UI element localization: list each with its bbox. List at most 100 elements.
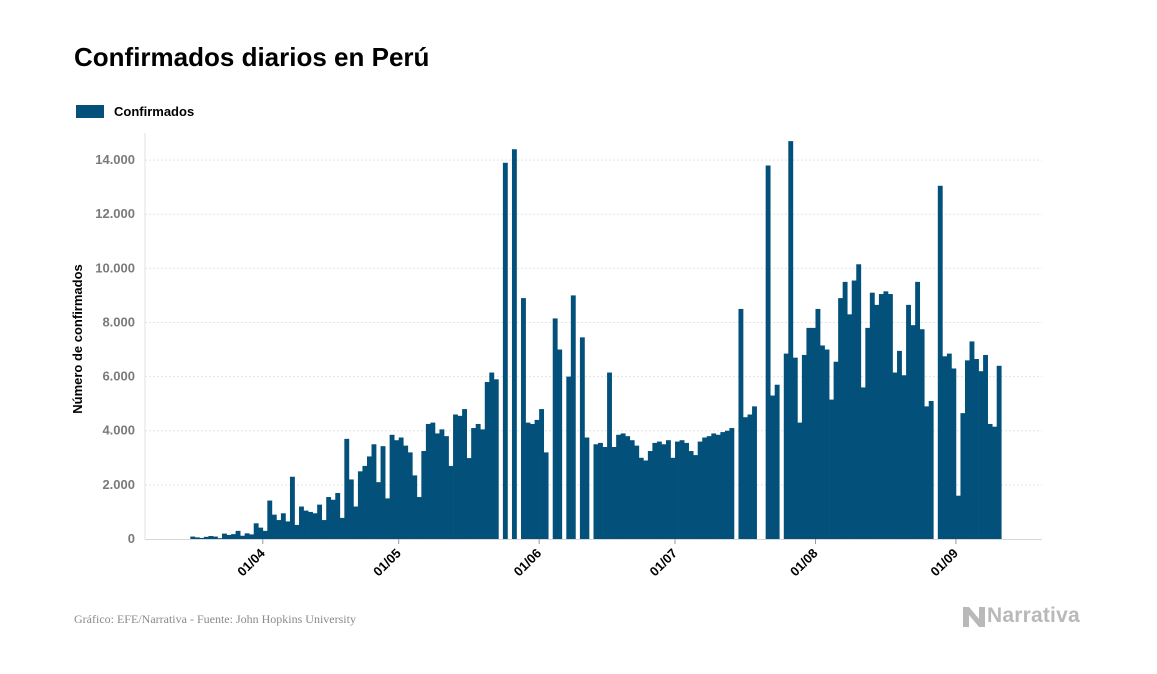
- bar: [729, 428, 735, 539]
- bar: [824, 349, 830, 539]
- bar: [906, 304, 911, 539]
- bar: [267, 500, 273, 539]
- bar: [656, 441, 662, 539]
- y-axis-title: Número de confirmados: [70, 264, 85, 414]
- bar: [665, 440, 671, 539]
- bar: [602, 446, 608, 539]
- bar: [525, 422, 531, 539]
- bar: [235, 530, 241, 539]
- bar: [371, 444, 377, 539]
- bar: [820, 345, 825, 539]
- bar: [833, 361, 839, 539]
- bar: [226, 534, 232, 539]
- bar: [693, 455, 699, 539]
- bar: [851, 280, 857, 539]
- y-tick-label: 2.000: [102, 477, 135, 492]
- bar: [625, 436, 631, 539]
- bar: [457, 415, 463, 539]
- legend-label: Confirmados: [114, 104, 195, 119]
- bar: [860, 387, 866, 539]
- bar: [534, 419, 540, 539]
- bar: [647, 451, 653, 539]
- bar: [996, 365, 1002, 539]
- bar: [797, 422, 803, 539]
- bar: [738, 308, 744, 539]
- bar: [919, 329, 925, 539]
- bar: [987, 423, 993, 539]
- bar: [788, 141, 794, 539]
- bar: [412, 475, 418, 539]
- bar: [661, 444, 667, 539]
- bar: [964, 360, 970, 539]
- bar: [403, 445, 409, 539]
- bar: [394, 440, 400, 539]
- bar: [398, 437, 404, 539]
- bar: [829, 399, 834, 539]
- bar: [951, 368, 957, 539]
- bar: [471, 428, 477, 539]
- bar: [869, 292, 875, 539]
- bar: [366, 456, 372, 539]
- bar: [711, 433, 717, 539]
- bar: [453, 414, 458, 539]
- bar: [434, 433, 440, 539]
- bar: [974, 359, 979, 539]
- bar: [629, 440, 635, 539]
- bar: [258, 527, 264, 539]
- bar: [190, 536, 196, 539]
- bar: [462, 409, 468, 539]
- bar: [339, 517, 345, 539]
- bar: [838, 298, 844, 539]
- bar: [385, 498, 390, 539]
- bar: [607, 372, 612, 539]
- bar: [955, 495, 961, 539]
- bar: [897, 350, 902, 539]
- bar: [539, 409, 545, 539]
- bar: [792, 357, 798, 539]
- bar: [203, 536, 209, 539]
- bar: [715, 434, 721, 539]
- y-tick-label: 8.000: [102, 314, 135, 329]
- bar: [285, 521, 291, 539]
- x-tick-label: 01/09: [927, 546, 961, 580]
- bar: [489, 372, 495, 539]
- bar: [294, 524, 300, 539]
- brand-name: Narrativa: [987, 604, 1080, 627]
- bar: [421, 451, 427, 539]
- bar: [992, 426, 998, 539]
- bar: [502, 162, 508, 540]
- bar: [928, 400, 934, 539]
- bar: [348, 479, 354, 539]
- bar: [466, 458, 472, 539]
- bar: [344, 438, 350, 539]
- bar: [688, 451, 694, 539]
- x-tick-label: 01/08: [787, 546, 821, 580]
- bar: [584, 437, 590, 539]
- bar: [765, 165, 771, 540]
- bar: [770, 395, 776, 539]
- bar: [530, 423, 535, 539]
- bar: [430, 422, 436, 539]
- bar: [679, 440, 685, 539]
- bar: [937, 185, 943, 539]
- bar: [484, 382, 490, 539]
- bar: [783, 353, 789, 539]
- bar: [231, 534, 236, 539]
- bar: [643, 460, 649, 539]
- bar: [856, 264, 862, 539]
- bar: [335, 492, 341, 539]
- bar: [326, 497, 332, 539]
- bar: [883, 291, 889, 539]
- bar: [942, 356, 948, 539]
- bar: [570, 295, 576, 539]
- bar: [969, 341, 975, 539]
- bar: [208, 536, 214, 539]
- bar: [801, 354, 807, 539]
- bar: [357, 471, 363, 539]
- bar: [353, 506, 359, 539]
- bar: [475, 423, 481, 539]
- bar: [444, 436, 449, 539]
- bar: [874, 304, 880, 539]
- bar: [217, 538, 223, 539]
